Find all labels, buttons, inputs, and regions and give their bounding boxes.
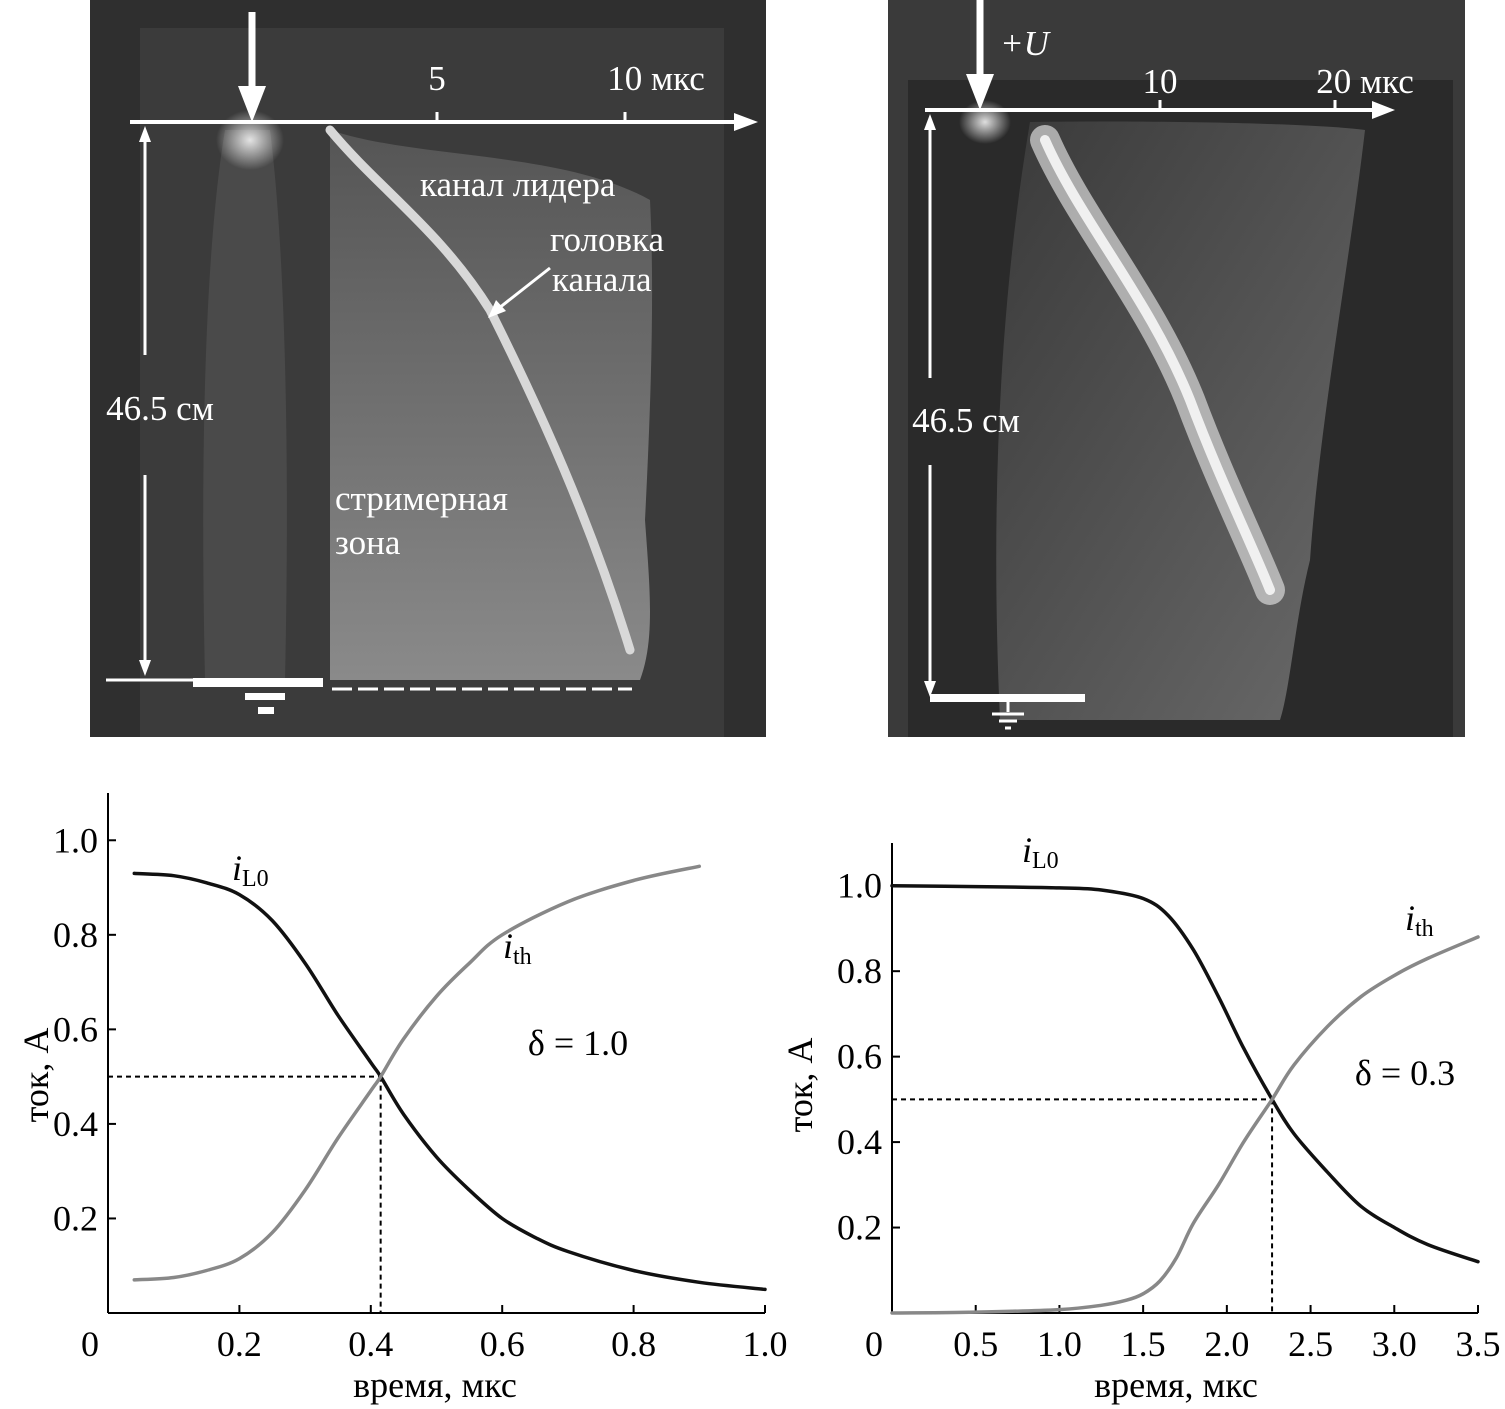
series-label-ith: ith <box>503 926 532 970</box>
y-tick-label: 0.8 <box>53 915 98 955</box>
crossing-guides <box>108 1075 382 1313</box>
y-tick-label: 0.2 <box>837 1208 882 1248</box>
time-tick-label: 10 <box>1143 62 1178 101</box>
dimension-arrowhead <box>139 126 151 142</box>
y-tick-label: 1.0 <box>837 866 882 906</box>
y-tick-label: 0.2 <box>53 1198 98 1238</box>
streamer-zone-label: зона <box>335 523 401 562</box>
y-tick-label: 0.4 <box>53 1104 98 1144</box>
series-lines <box>132 864 767 1292</box>
x-tick-label: 0 <box>81 1324 99 1364</box>
y-tick-label: 0.6 <box>53 1009 98 1049</box>
streamer-zone-region <box>330 130 653 680</box>
dimension-arrowhead <box>924 114 936 130</box>
delta-annotation: δ = 0.3 <box>1355 1053 1455 1093</box>
streamer-zone-label: стримерная <box>335 479 508 518</box>
x-tick-label: 0.2 <box>217 1324 262 1364</box>
ground-symbol <box>258 707 274 714</box>
x-tick-label: 0.5 <box>953 1324 998 1364</box>
series-label-il0: iL0 <box>1022 830 1059 874</box>
series-label-il0: iL0 <box>232 848 269 892</box>
ground-plate <box>193 678 323 687</box>
time-tick-label: 20 мкс <box>1316 62 1414 101</box>
distance-label: 46.5 см <box>912 401 1020 440</box>
voltage-arrow-head <box>238 86 266 122</box>
channel-head-label: головка <box>550 220 664 259</box>
x-tick-label: 3.0 <box>1372 1324 1417 1364</box>
y-axis-label: ток, А <box>780 1038 820 1133</box>
time-axis-arrowhead <box>734 113 758 131</box>
tick-marks: 0 0.2 0.4 0.6 0.8 1.0 0.2 0.4 0.6 0.8 1.0 <box>53 820 788 1364</box>
ground-symbol <box>245 693 285 700</box>
series-line-i-l0 <box>890 883 1480 1264</box>
corona-column <box>203 130 287 680</box>
x-tick-label: 2.5 <box>1288 1324 1333 1364</box>
leader-channel <box>325 125 635 655</box>
series-label-ith: ith <box>1405 898 1434 942</box>
x-tick-label: 3.5 <box>1456 1324 1501 1364</box>
x-tick-label: 1.0 <box>1037 1324 1082 1364</box>
crossing-guides <box>892 1098 1274 1313</box>
voltage-label: +U <box>1000 24 1052 63</box>
electrode-tip-glow <box>959 100 1011 144</box>
x-tick-label: 1.5 <box>1121 1324 1166 1364</box>
distance-label: 46.5 см <box>106 389 214 428</box>
time-tick-label: 10 мкс <box>607 59 705 98</box>
ground-plate <box>930 694 1085 702</box>
y-axis-label: ток, А <box>16 1028 56 1123</box>
time-tick-label: 5 <box>428 59 446 98</box>
photo-left: 5 10 мкс 46.5 см канал лидера головка ка… <box>90 0 766 737</box>
electrode-tip-glow <box>216 110 284 170</box>
dimension-arrowhead <box>139 660 151 676</box>
x-tick-label: 0.8 <box>611 1324 656 1364</box>
x-tick-label: 0 <box>865 1324 883 1364</box>
x-tick-label: 1.0 <box>743 1324 788 1364</box>
time-axis-arrowhead <box>1372 101 1395 119</box>
series-lines <box>890 883 1480 1315</box>
dimension-arrowhead <box>924 681 936 697</box>
series-line-i-th <box>132 864 702 1282</box>
y-tick-label: 0.4 <box>837 1122 882 1162</box>
leader-channel-label: канал лидера <box>420 165 616 204</box>
x-tick-label: 0.4 <box>348 1324 393 1364</box>
tick-marks: 0 0.5 1.0 1.5 2.0 2.5 3.0 3.5 0.2 0.4 0.6 0.8 1.0 <box>837 866 1501 1364</box>
series-line-i-th <box>890 935 1480 1315</box>
chart-right: 0 0.5 1.0 1.5 2.0 2.5 3.0 3.5 0.2 0.4 0.6 0.8 1.0 вр… <box>780 830 1501 1405</box>
x-tick-label: 2.0 <box>1204 1324 1249 1364</box>
chart-left: 0 0.2 0.4 0.6 0.8 1.0 0.2 0.4 0.6 0.8 1.0 время, м… <box>16 793 788 1405</box>
x-axis-label: время, мкс <box>1094 1365 1258 1405</box>
x-tick-label: 0.6 <box>480 1324 525 1364</box>
y-tick-label: 0.6 <box>837 1037 882 1077</box>
y-tick-label: 1.0 <box>53 820 98 860</box>
channel-head-label: канала <box>552 260 652 299</box>
leader-channel-core <box>1040 135 1275 595</box>
channel-head-pointer-head <box>488 300 506 318</box>
series-line-i-l0 <box>132 871 767 1292</box>
photo-right: 10 20 мкс +U 46.5 см <box>888 0 1465 737</box>
channel-head-pointer <box>493 266 551 314</box>
y-tick-label: 0.8 <box>837 951 882 991</box>
x-axis-label: время, мкс <box>353 1365 517 1405</box>
voltage-arrow-head <box>966 74 994 110</box>
delta-annotation: δ = 1.0 <box>528 1023 628 1063</box>
